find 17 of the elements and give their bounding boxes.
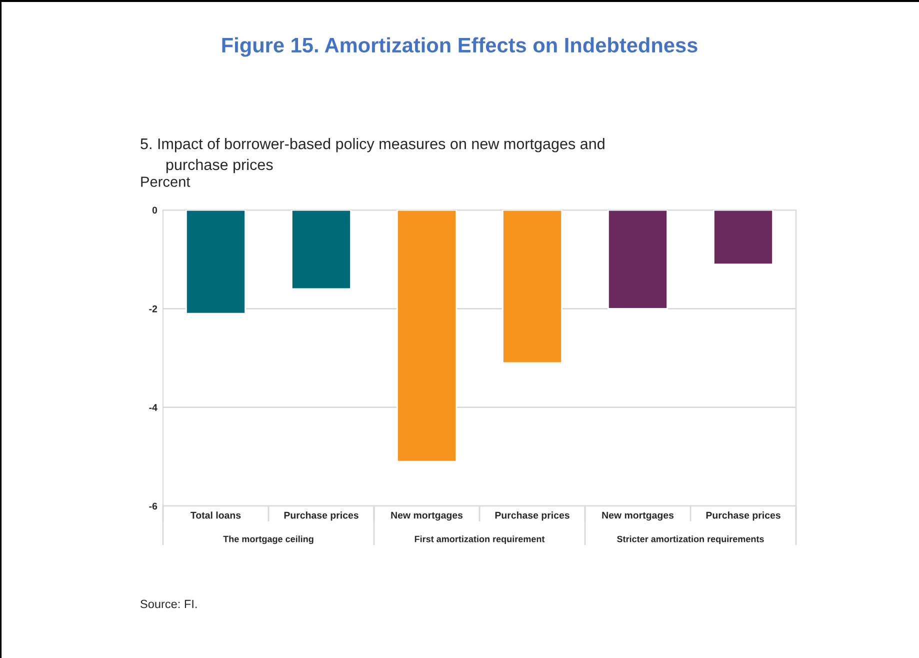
x-tick-label: New mortgages	[602, 512, 674, 521]
x-tick-label: Purchase prices	[495, 512, 570, 521]
y-tick-label: -4	[149, 404, 158, 411]
y-tick-label: -6	[149, 502, 158, 510]
chart-title: Figure 15. Amortization Effects on Indebtedness	[222, 37, 698, 57]
x-tick-label: Total loans	[190, 512, 241, 519]
y-tick-label: -2	[149, 305, 158, 312]
y-axis-title: Percent	[141, 176, 190, 187]
chart-subtitle: 5. Impact of borrower-based policy measures on new mortgages and purchase prices	[140, 138, 604, 174]
source-note: Source: FI.	[140, 600, 197, 608]
x-tick-label: Purchase prices	[706, 512, 780, 521]
text: Stricter amortization requirements	[617, 536, 764, 544]
y-tick-label: 0	[152, 206, 158, 214]
x-tick-label: New mortgages	[391, 512, 463, 521]
text: First amortization requirement	[414, 536, 545, 544]
text: The mortgage ceiling	[223, 536, 314, 544]
x-tick-label: Purchase prices	[284, 512, 358, 521]
